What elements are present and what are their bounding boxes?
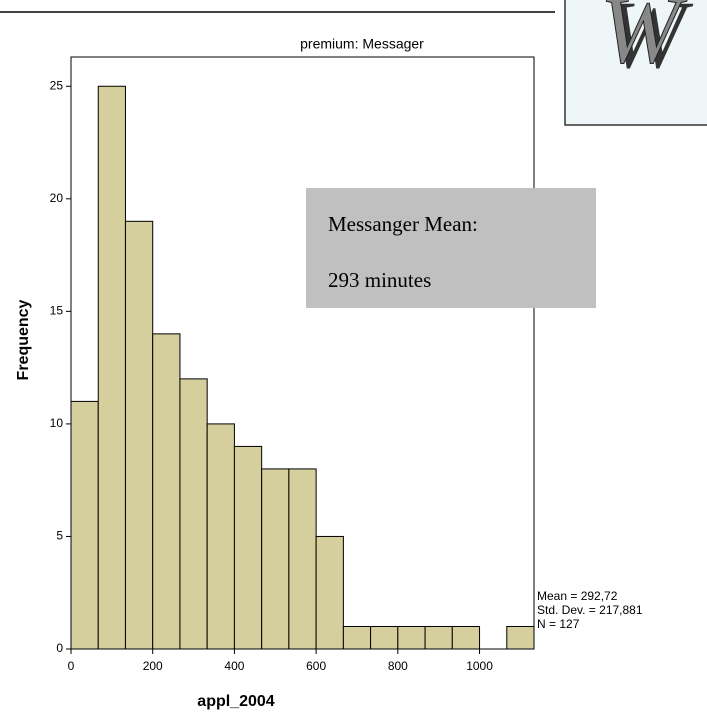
x-tick-label: 600 — [306, 659, 326, 673]
bar — [206, 423, 235, 650]
y-axis-label: Frequency — [15, 299, 32, 380]
bar — [370, 625, 399, 650]
bar — [152, 333, 181, 650]
stats-text: Std. Dev. = 217,881 — [537, 603, 643, 617]
y-tick-label: 20 — [50, 191, 64, 205]
bar — [288, 468, 317, 650]
bar — [70, 400, 99, 650]
bar — [261, 468, 290, 650]
annotation-text: Messanger Mean: — [328, 212, 478, 236]
stats-text: N = 127 — [537, 617, 580, 631]
bar — [342, 625, 372, 650]
bar — [315, 535, 344, 650]
y-tick-label: 25 — [50, 78, 64, 92]
x-tick-label: 0 — [68, 659, 75, 673]
bar — [124, 220, 154, 650]
bar — [233, 445, 263, 650]
logo-shadow: W — [606, 0, 694, 88]
bar — [397, 625, 426, 650]
bar — [97, 85, 126, 650]
y-tick-label: 0 — [56, 641, 63, 655]
x-tick-label: 400 — [224, 659, 244, 673]
bar — [506, 625, 535, 650]
logo: W — [600, 0, 688, 83]
y-tick-label: 15 — [50, 304, 64, 318]
bar — [179, 378, 208, 650]
annotation-text: 293 minutes — [328, 268, 431, 292]
bar — [451, 625, 481, 650]
logo-box — [564, 0, 707, 126]
x-tick-label: 200 — [143, 659, 163, 673]
y-tick-label: 5 — [56, 529, 63, 543]
y-tick-label: 10 — [50, 416, 64, 430]
x-axis-label: appl_2004 — [197, 693, 274, 710]
annotation-box — [306, 188, 596, 308]
bar — [424, 625, 453, 650]
x-tick-label: 1000 — [466, 659, 493, 673]
stats-text: Mean = 292,72 — [537, 589, 618, 603]
chart-title: premium: Messager — [300, 36, 424, 52]
x-tick-label: 800 — [388, 659, 408, 673]
